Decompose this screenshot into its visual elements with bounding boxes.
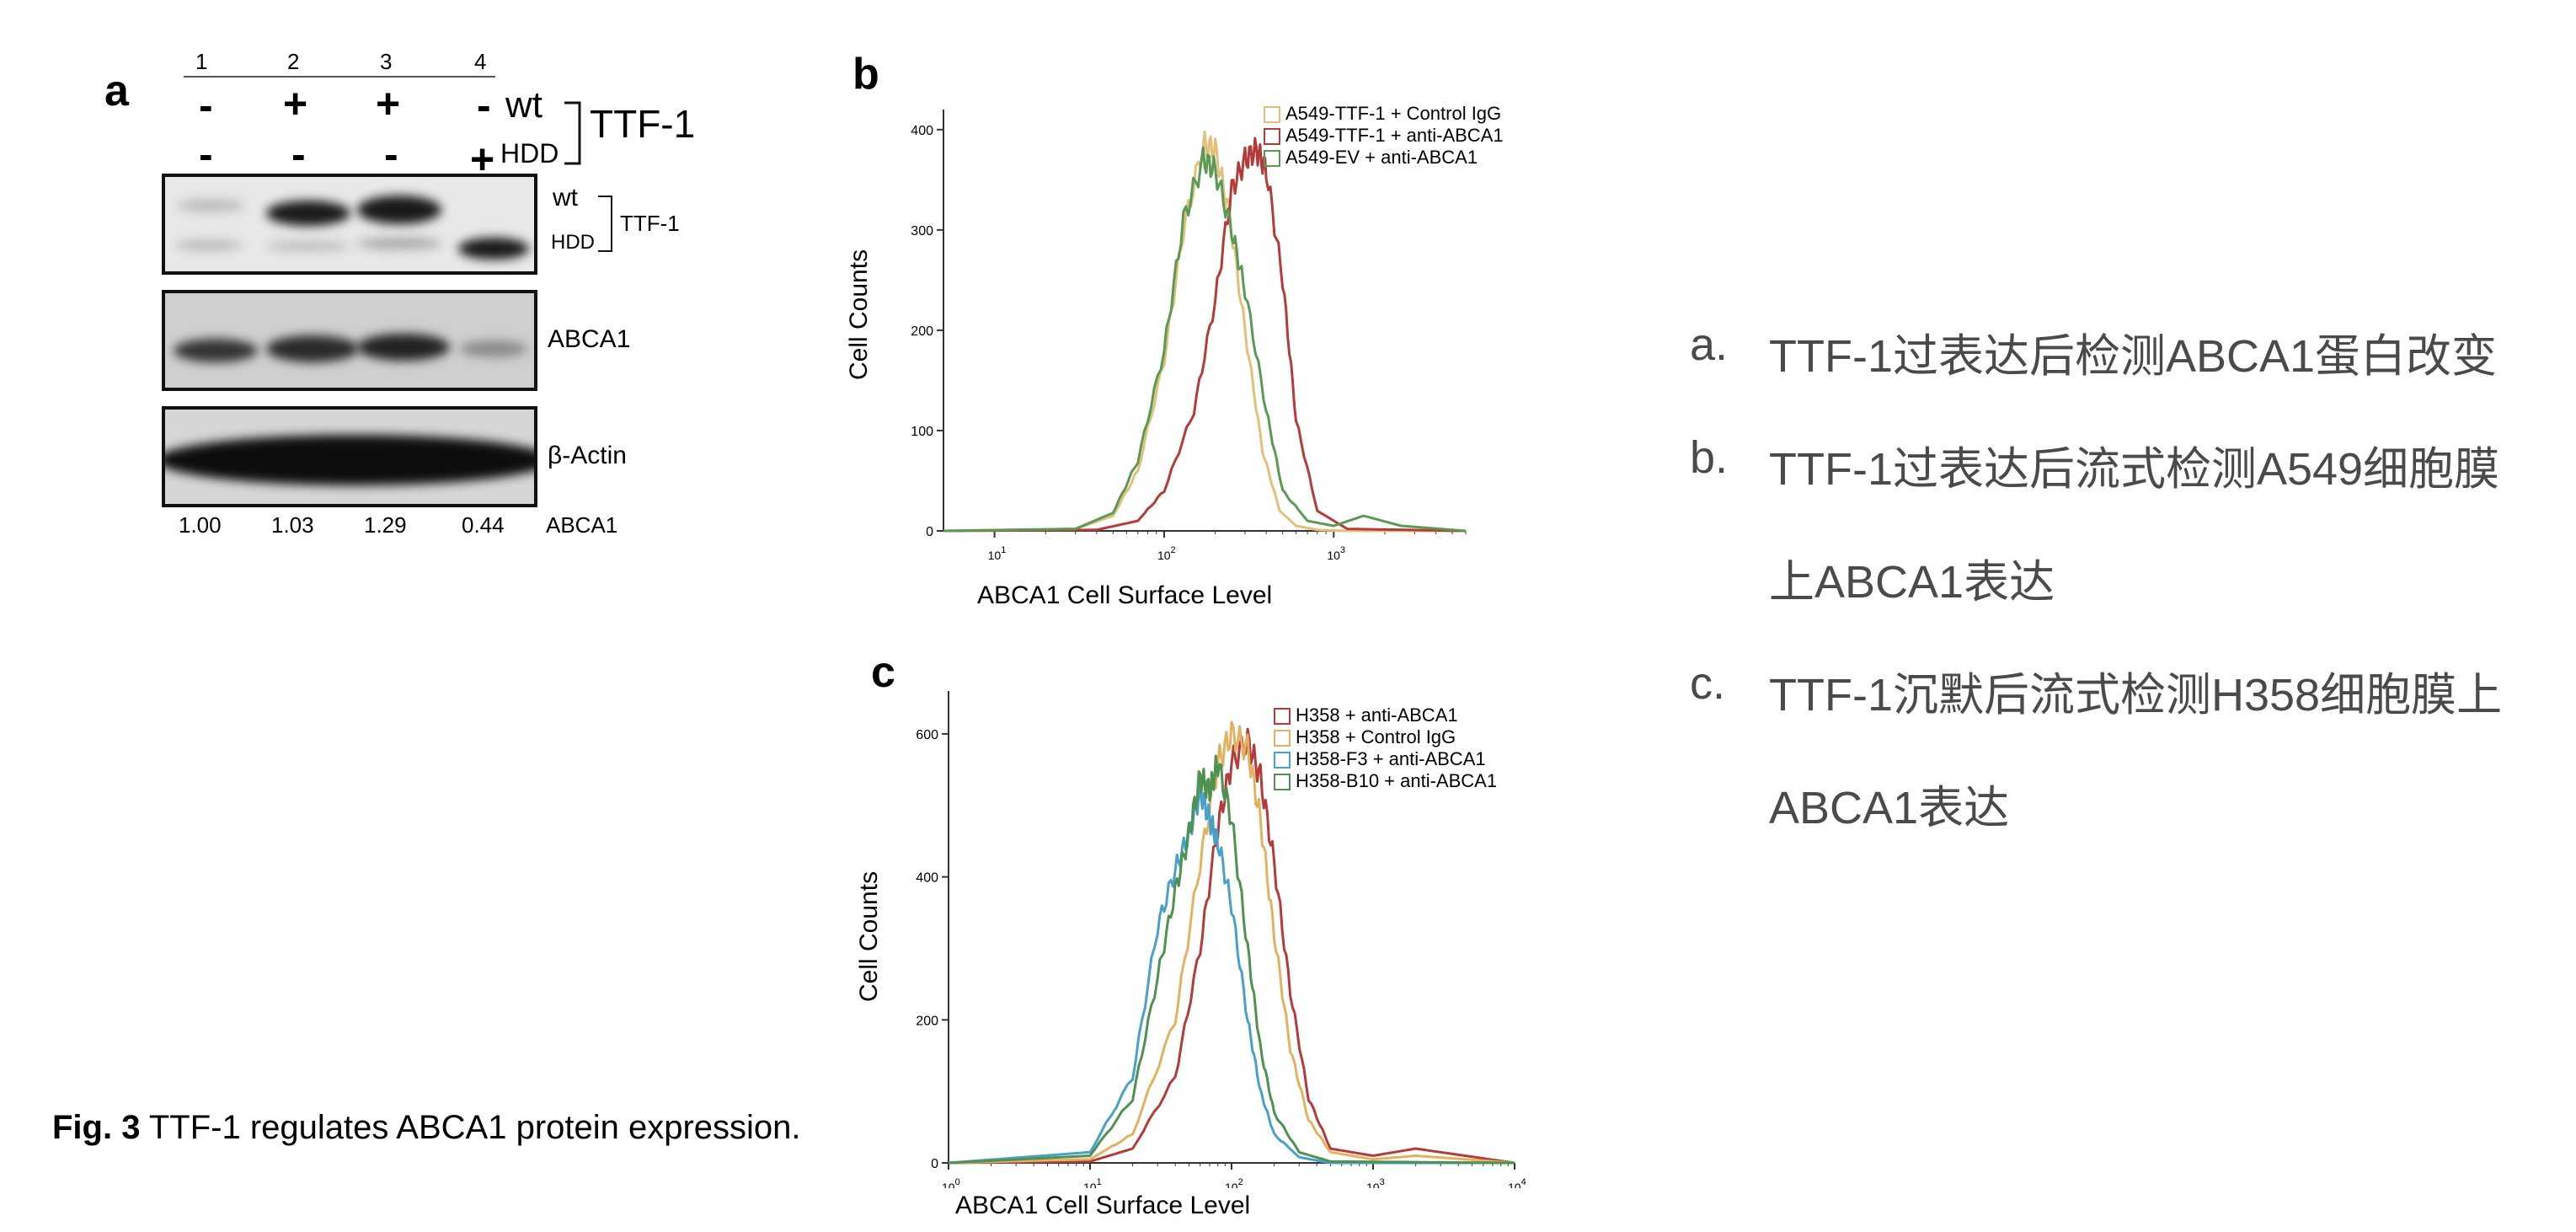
y-tick-label: 0 [926, 525, 933, 539]
y-tick-label: 400 [916, 871, 938, 886]
flow-histogram-b: 0 100 200 300 400 101 102 103 [911, 110, 1467, 562]
y-tick-label: 100 [911, 425, 933, 439]
blot1-ttf1-label: TTF-1 [620, 211, 680, 236]
x-tick-label: 101 [988, 545, 1007, 562]
y-tick-label: 400 [911, 124, 933, 138]
x-tick-label: 101 [1083, 1177, 1102, 1188]
ttf1-bracket [564, 101, 581, 165]
x-tick-label: 103 [1366, 1177, 1385, 1188]
hdd-sign: - [199, 131, 213, 178]
blot-actin [162, 406, 537, 507]
panel-c-xlabel: ABCA1 Cell Surface Level [955, 1192, 1251, 1219]
blot1-hdd-label: HDD [551, 231, 595, 254]
wt-label: wt [505, 84, 542, 126]
legend-item: H358 + anti-ABCA1 [1274, 704, 1497, 726]
bullet-text: ABCA1表达 [1769, 783, 2010, 833]
panel-c-legend: H358 + anti-ABCA1 H358 + Control IgG H35… [1274, 704, 1497, 792]
panel-b-letter: b [852, 50, 879, 99]
wt-sign: - [199, 82, 213, 129]
y-tick-label: 200 [916, 1014, 938, 1028]
lane-divider [184, 76, 495, 78]
x-tick-label: 100 [942, 1177, 960, 1188]
panel-a-letter: a [104, 67, 129, 115]
lane-number: 2 [287, 49, 300, 74]
panel-b-legend: A549-TTF-1 + Control IgG A549-TTF-1 + an… [1264, 103, 1504, 169]
panel-b-xlabel: ABCA1 Cell Surface Level [977, 581, 1273, 609]
panel-c-ylabel: Cell Counts [855, 870, 883, 1002]
lane-number: 4 [474, 49, 487, 74]
histogram-series-line [943, 146, 1467, 533]
blot-abca1 [162, 290, 537, 391]
hdd-sign: - [291, 131, 306, 178]
caption-label: Fig. 3 [52, 1109, 141, 1146]
legend-item: H358-B10 + anti-ABCA1 [1274, 770, 1497, 792]
histogram-series-line [943, 137, 1467, 533]
histogram-series-line [948, 727, 1515, 1165]
quant-value: 0.44 [462, 512, 505, 538]
legend-item: A549-EV + anti-ABCA1 [1264, 147, 1504, 169]
quant-value: 1.03 [271, 512, 314, 538]
legend-item: H358-F3 + anti-ABCA1 [1274, 748, 1497, 770]
blot1-wt-label: wt [553, 184, 578, 212]
caption-text: TTF-1 regulates ABCA1 protein expression… [140, 1109, 801, 1146]
y-tick-label: 0 [931, 1157, 938, 1171]
y-tick-label: 600 [916, 728, 938, 742]
blot3-label: β-Actin [548, 442, 627, 469]
hdd-label: HDD [500, 138, 559, 169]
panel-b-ylabel: Cell Counts [845, 249, 873, 380]
bullet-marker: a. [1690, 319, 1729, 370]
histogram-series-line [943, 130, 1466, 533]
histogram-series-line [948, 777, 1515, 1165]
flow-histogram-c: 0 200 400 600 100 101 102 103 104 [916, 691, 1526, 1188]
lane-number: 3 [380, 49, 393, 74]
bullet-text: TTF-1过表达后流式检测A549细胞膜 [1769, 444, 2500, 495]
legend-item: A549-TTF-1 + Control IgG [1264, 103, 1504, 125]
ttf1-label: TTF-1 [590, 102, 696, 146]
wt-sign: + [376, 80, 401, 127]
histogram-series-line [948, 720, 1515, 1165]
bullet-marker: c. [1690, 658, 1726, 709]
hdd-sign: - [384, 131, 398, 178]
bullet-marker: b. [1690, 432, 1729, 483]
figure-caption: Fig. 3 TTF-1 regulates ABCA1 protein exp… [52, 1109, 801, 1147]
y-tick-label: 300 [911, 224, 933, 238]
legend-item: H358 + Control IgG [1274, 726, 1497, 748]
y-tick-label: 200 [911, 324, 933, 339]
wt-sign: + [283, 80, 308, 127]
histogram-series-line [948, 754, 1515, 1165]
wt-sign: - [477, 82, 491, 129]
blot2-label: ABCA1 [548, 325, 631, 353]
blot-ttf1 [162, 174, 537, 275]
quant-value: 1.29 [364, 512, 407, 538]
x-tick-label: 104 [1508, 1177, 1526, 1188]
x-tick-label: 102 [1157, 545, 1176, 562]
lane-number: 1 [195, 49, 208, 74]
blot1-bracket [598, 196, 612, 252]
x-tick-label: 103 [1327, 545, 1345, 562]
quant-label: ABCA1 [546, 512, 618, 538]
x-tick-label: 102 [1225, 1177, 1243, 1188]
bullet-text: TTF-1沉默后流式检测H358细胞膜上 [1769, 670, 2503, 720]
bullet-text: TTF-1过表达后检测ABCA1蛋白改变 [1769, 331, 2498, 382]
legend-item: A549-TTF-1 + anti-ABCA1 [1264, 125, 1504, 147]
bullet-text: 上ABCA1表达 [1769, 557, 2055, 608]
panel-c-letter: c [871, 648, 895, 697]
hdd-sign: + [470, 136, 495, 183]
quant-value: 1.00 [179, 512, 222, 538]
